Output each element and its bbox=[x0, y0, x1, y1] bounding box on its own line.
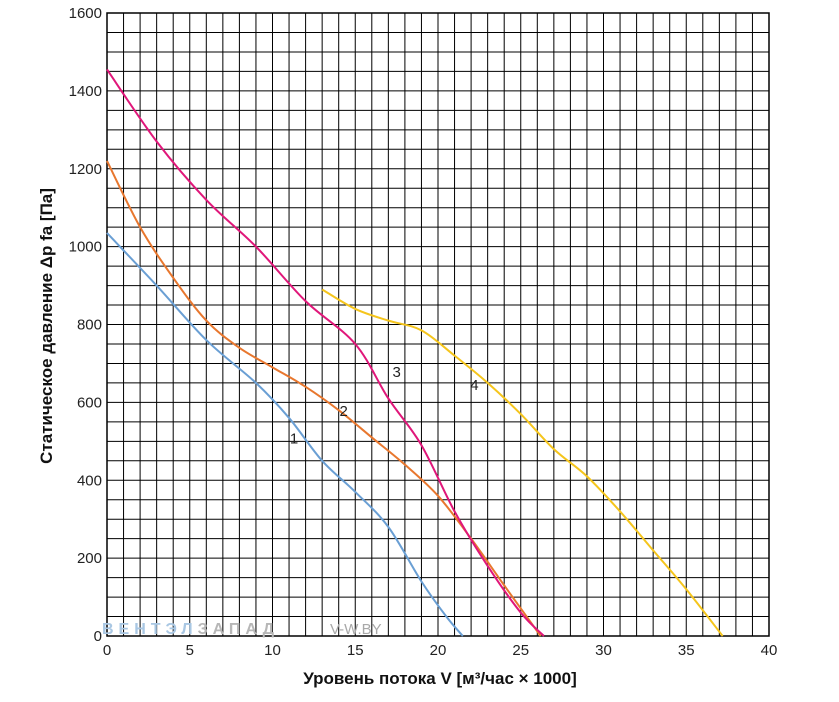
y-tick-label: 600 bbox=[77, 394, 102, 411]
curve-labels: 1 2 3 4 bbox=[290, 364, 479, 447]
x-tick-label: 25 bbox=[512, 642, 529, 659]
curve-4 bbox=[321, 288, 724, 637]
curve-label-2: 2 bbox=[339, 403, 347, 420]
y-axis-title: Статическое давление Δp fa [Па] bbox=[37, 188, 56, 464]
plot-frame bbox=[106, 12, 770, 637]
grid bbox=[106, 12, 770, 637]
y-tick-label: 200 bbox=[77, 550, 102, 567]
y-tick-label: 400 bbox=[77, 472, 102, 489]
x-tick-label: 30 bbox=[595, 642, 612, 659]
curve-1 bbox=[106, 232, 464, 637]
x-tick-labels: 0 5 10 15 20 25 30 35 40 bbox=[103, 642, 778, 659]
curve-label-1: 1 bbox=[290, 430, 298, 447]
curve-label-4: 4 bbox=[470, 377, 478, 394]
y-tick-label: 1400 bbox=[69, 83, 102, 100]
watermark-brand-part2: ЗАПАД bbox=[198, 621, 279, 638]
x-tick-label: 0 bbox=[103, 642, 111, 659]
curve-label-3: 3 bbox=[392, 364, 400, 381]
x-tick-label: 5 bbox=[186, 642, 194, 659]
y-tick-label: 800 bbox=[77, 317, 102, 334]
watermark-site: V-W.BY bbox=[330, 621, 382, 638]
x-tick-label: 15 bbox=[347, 642, 364, 659]
y-tick-label: 1600 bbox=[69, 5, 102, 22]
svg-text:ВЕНТЭЛЗАПАД: ВЕНТЭЛЗАПАД bbox=[102, 621, 279, 638]
x-tick-label: 10 bbox=[264, 642, 281, 659]
curve-3 bbox=[106, 68, 545, 637]
x-tick-label: 20 bbox=[430, 642, 447, 659]
y-tick-label: 1200 bbox=[69, 161, 102, 178]
curves bbox=[106, 68, 724, 637]
y-tick-label: 0 bbox=[94, 628, 102, 645]
y-tick-label: 1000 bbox=[69, 239, 102, 256]
x-axis-title: Уровень потока V [м³/час × 1000] bbox=[303, 669, 577, 688]
x-tick-label: 35 bbox=[678, 642, 695, 659]
x-tick-label: 40 bbox=[761, 642, 778, 659]
y-tick-labels: 0 200 400 600 800 1000 1200 1400 1600 bbox=[69, 5, 102, 645]
watermark: ВЕНТЭЛЗАПАД V-W.BY bbox=[102, 621, 382, 638]
watermark-brand-part1: ВЕНТЭЛ bbox=[102, 621, 198, 638]
